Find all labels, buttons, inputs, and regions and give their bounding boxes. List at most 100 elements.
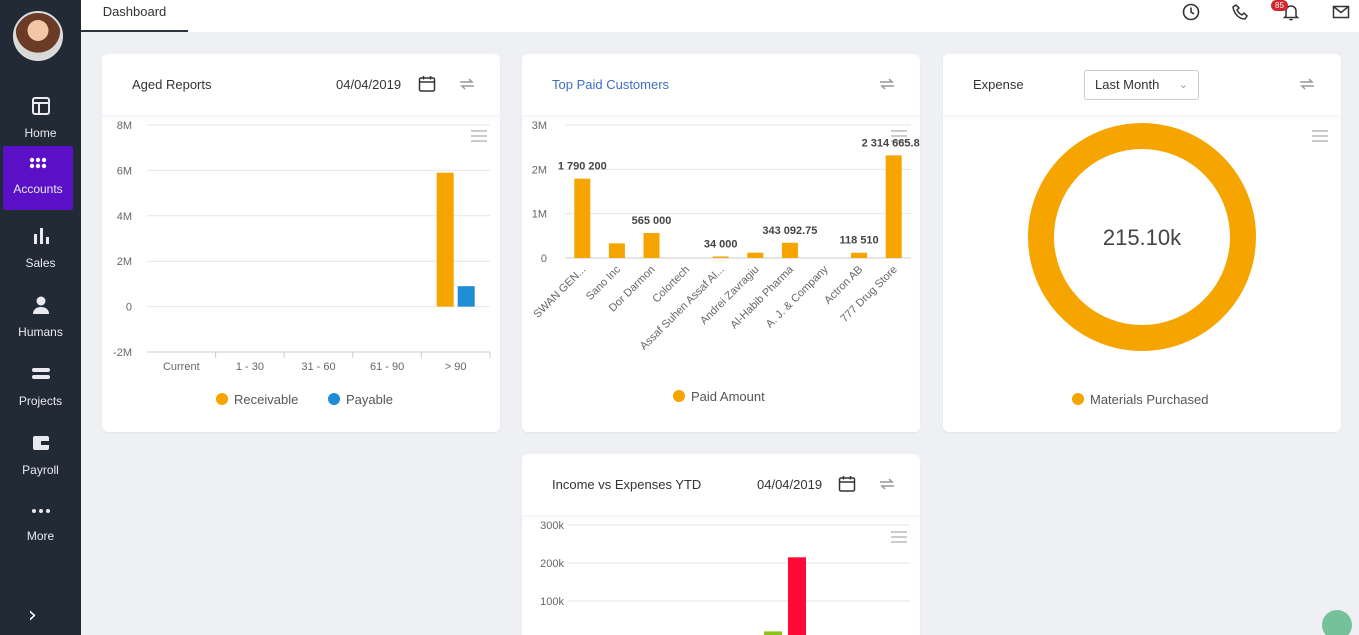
y-tick-label: 1M: [532, 209, 547, 221]
phone-icon[interactable]: [1231, 2, 1251, 22]
wallet-icon: [32, 436, 49, 450]
data-label: 565 000: [632, 215, 672, 227]
sidebar-item-projects[interactable]: Projects: [0, 353, 81, 419]
bell-icon[interactable]: [1281, 2, 1301, 22]
chart-menu-icon[interactable]: [890, 530, 908, 544]
sidebar-item-label: More: [26, 529, 55, 543]
legend-dot: [327, 393, 340, 405]
expense-card: Expense Last Month ⌄ 215.10k Materials P…: [943, 54, 1341, 432]
top-bar: Dashboard 85: [81, 0, 1359, 32]
data-label: 343 092.75: [762, 225, 817, 237]
sidebar-item-sales[interactable]: Sales: [0, 215, 81, 281]
sidebar-item-label: Humans: [18, 325, 63, 339]
refresh-icon[interactable]: [877, 74, 897, 94]
bar-payable[interactable]: [457, 286, 475, 307]
bar-paid-amount[interactable]: [747, 252, 764, 258]
x-tick-label: 31 - 60: [301, 361, 335, 373]
bar-paid-amount[interactable]: [608, 243, 625, 258]
bar-paid-amount[interactable]: [885, 155, 902, 258]
mail-icon[interactable]: [1331, 2, 1351, 22]
y-tick-label: 6M: [117, 165, 132, 177]
y-tick-label: 4M: [117, 211, 132, 223]
data-label: 118 510: [840, 235, 879, 247]
income-vs-expenses-chart: 300k 200k 100k: [540, 520, 910, 635]
x-tick-label: 61 - 90: [370, 361, 404, 373]
card-title: Income vs Expenses YTD: [552, 477, 702, 492]
sidebar-expand-button[interactable]: ›: [28, 603, 37, 628]
card-date: 04/04/2019: [336, 77, 402, 92]
period-select[interactable]: Last Month ⌄: [1084, 70, 1199, 100]
person-icon: [32, 296, 49, 314]
chart-menu-icon[interactable]: [890, 129, 908, 143]
y-tick-label: 0: [126, 302, 132, 314]
home-icon: [31, 97, 50, 115]
legend-item-paid-amount[interactable]: Paid Amount: [673, 389, 765, 404]
more-dots-icon: [31, 509, 50, 513]
card-title-link[interactable]: Top Paid Customers: [552, 77, 670, 92]
sidebar-item-label: Payroll: [22, 463, 59, 477]
sidebar-item-label: Home: [24, 126, 57, 140]
x-tick-label: Al-Habib Pharma: [728, 263, 796, 331]
user-avatar[interactable]: [13, 11, 63, 61]
bar-paid-amount[interactable]: [643, 232, 660, 258]
chevron-down-icon: ⌄: [1178, 79, 1188, 91]
y-tick-label: 8M: [117, 120, 132, 132]
y-tick-label: 2M: [117, 256, 132, 268]
chart-menu-icon[interactable]: [1311, 129, 1329, 143]
chart-menu-icon[interactable]: [470, 129, 488, 143]
calendar-icon[interactable]: [837, 474, 857, 494]
chart-legend: Receivable Payable: [216, 392, 419, 407]
sidebar-item-label: Accounts: [13, 182, 63, 196]
bar[interactable]: [788, 557, 806, 635]
legend-item-payable[interactable]: Payable: [327, 392, 393, 407]
period-select-value: Last Month: [1095, 77, 1160, 92]
y-tick-label: 0: [541, 253, 547, 265]
y-tick-label: -2M: [113, 347, 132, 359]
donut-center-value: 215.10k: [1103, 225, 1182, 250]
legend-dot: [216, 393, 228, 405]
donut-slice-materials-purchased[interactable]: [1028, 123, 1256, 351]
chart-legend: Paid Amount: [673, 389, 791, 404]
income-vs-expenses-card: Income vs Expenses YTD 04/04/2019 300k 20…: [522, 454, 920, 635]
sidebar-item-label: Sales: [25, 256, 56, 270]
y-tick-label: 3M: [532, 120, 547, 132]
sidebar-item-label: Projects: [18, 394, 63, 408]
bar-paid-amount[interactable]: [574, 178, 591, 258]
x-tick-label: 1 - 30: [236, 361, 264, 373]
sidebar-item-home[interactable]: Home: [0, 85, 81, 151]
sidebar-item-humans[interactable]: Humans: [0, 284, 81, 350]
legend-item-receivable[interactable]: Receivable: [216, 392, 298, 407]
bar-paid-amount[interactable]: [781, 242, 798, 258]
top-paid-customers-card: Top Paid Customers 3M 2M 1M 0 1 790 200 SWAN …: [522, 54, 920, 432]
card-header: Aged Reports 04/04/2019: [102, 54, 500, 116]
clock-icon[interactable]: [1181, 2, 1201, 22]
refresh-icon[interactable]: [457, 74, 477, 94]
sidebar-item-payroll[interactable]: Payroll: [0, 422, 81, 488]
bar[interactable]: [764, 631, 782, 635]
data-label: 1 790 200: [558, 161, 607, 173]
refresh-icon[interactable]: [877, 474, 897, 494]
x-tick-label: > 90: [445, 361, 467, 373]
y-tick-label: 200k: [540, 558, 564, 570]
legend-dot: [673, 390, 685, 402]
calendar-icon[interactable]: [417, 74, 437, 94]
sidebar-item-more[interactable]: More: [0, 490, 81, 556]
bar-paid-amount[interactable]: [851, 252, 868, 258]
refresh-icon[interactable]: [1297, 74, 1317, 94]
legend-item-materials-purchased[interactable]: Materials Purchased: [1072, 392, 1209, 407]
data-label: 34 000: [704, 238, 738, 250]
y-tick-label: 2M: [532, 164, 547, 176]
aged-reports-chart: 8M 6M 4M 2M 0 -2M Current 1 - 30 31 - 60 61 - 90 >…: [113, 120, 491, 373]
y-tick-label: 300k: [540, 520, 564, 532]
card-title: Expense: [973, 77, 1024, 92]
sidebar-item-accounts[interactable]: Accounts: [3, 146, 73, 210]
expense-donut-chart: 215.10k: [1028, 123, 1256, 351]
aged-reports-card: Aged Reports 04/04/2019 8M 6M 4M 2M 0 -2M Curr…: [102, 54, 500, 432]
bar-receivable[interactable]: [436, 172, 454, 307]
layers-icon: [31, 368, 50, 379]
chat-icon[interactable]: [1322, 610, 1352, 635]
card-date: 04/04/2019: [757, 477, 823, 492]
tab-dashboard[interactable]: Dashboard: [81, 0, 188, 32]
apps-grid-icon: [29, 157, 47, 169]
bar-paid-amount[interactable]: [712, 256, 729, 258]
